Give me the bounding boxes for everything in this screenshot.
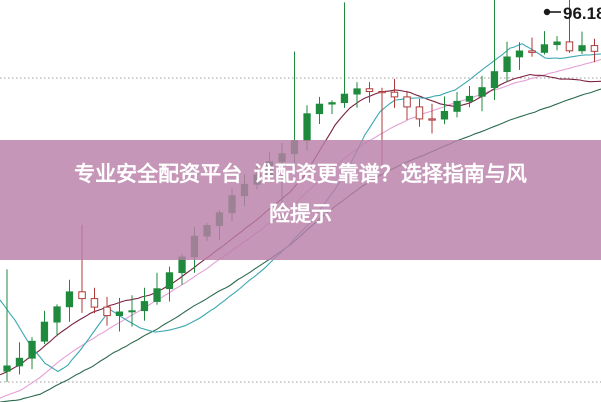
svg-text:96.18: 96.18: [563, 4, 601, 23]
